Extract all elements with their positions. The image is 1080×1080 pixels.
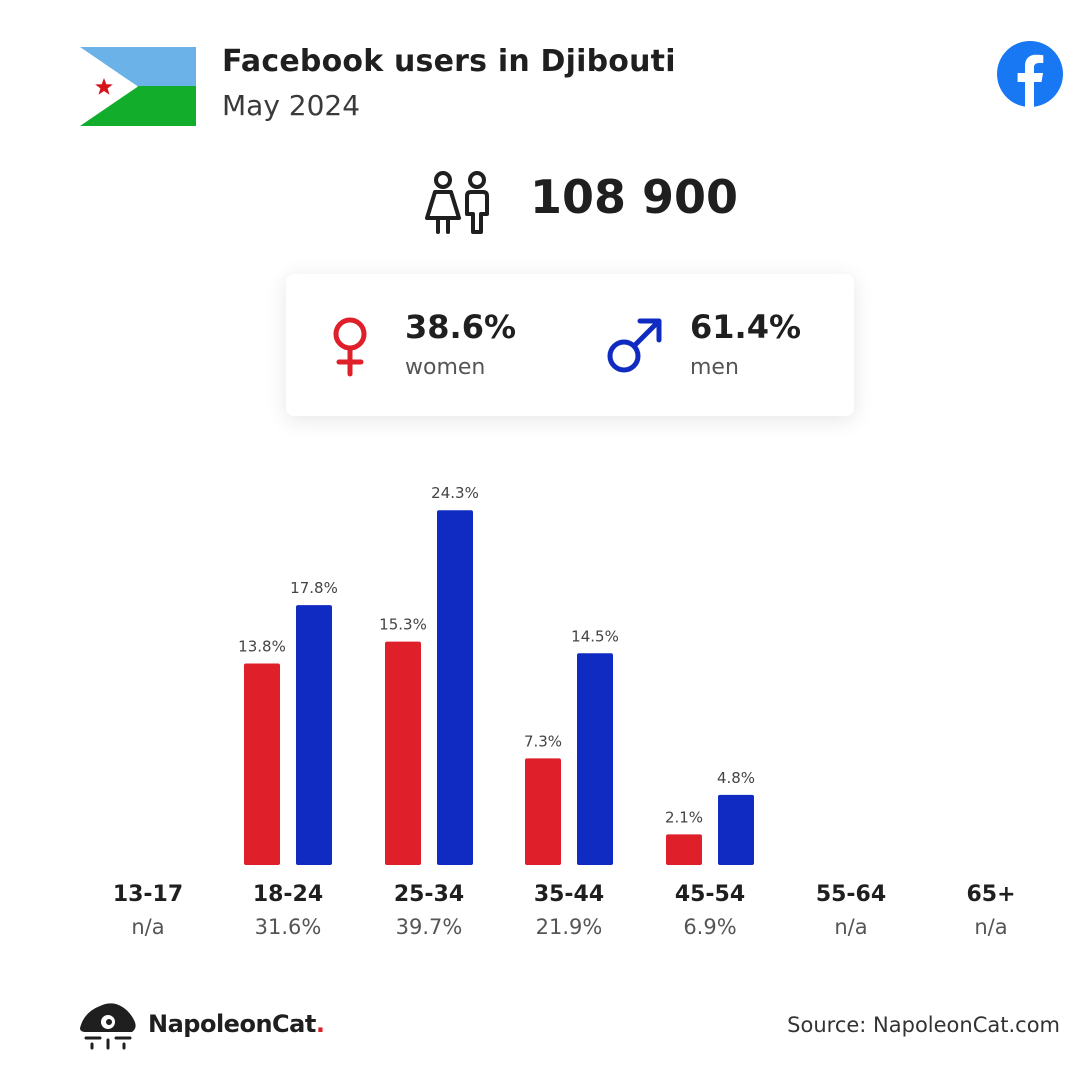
age-group-share: 31.6%	[254, 915, 322, 939]
users-icon	[425, 171, 489, 234]
gender-split-card: 38.6% women 61.4% men	[286, 274, 854, 416]
women-label: women	[405, 355, 486, 380]
age-group-6: 65+ n/a	[921, 882, 1061, 939]
men-percent: 61.4%	[690, 308, 802, 346]
age-group-label: 35-44	[533, 882, 605, 907]
total-users-value: 108 900	[530, 170, 739, 224]
source-credit: Source: NapoleonCat.com	[787, 1013, 1060, 1037]
brand-name: NapoleonCat	[148, 1010, 316, 1038]
bar-women-45-54	[666, 834, 702, 865]
age-gender-bar-chart: 13.8% 15.3% 7.3% 2.1% 17.8% 24.3% 14.5% 4.8%	[238, 484, 755, 865]
age-group-share: 6.9%	[683, 915, 737, 939]
female-symbol-icon	[333, 317, 367, 377]
age-group-0: 13-17 n/a	[78, 882, 218, 939]
djibouti-flag	[80, 47, 196, 126]
bar-label-men-45-54: 4.8%	[717, 769, 755, 787]
bar-label-women-35-44: 7.3%	[524, 732, 562, 750]
age-group-share: n/a	[974, 915, 1008, 939]
bar-label-women-45-54: 2.1%	[665, 808, 703, 826]
age-group-label: 65+	[966, 882, 1016, 907]
page-title: Facebook users in Djibouti	[222, 44, 676, 79]
age-group-4: 45-54 6.9%	[640, 882, 780, 939]
age-group-share: 39.7%	[395, 915, 463, 939]
age-group-2: 25-34 39.7%	[359, 882, 499, 939]
bar-women-35-44	[525, 758, 561, 865]
bar-men-25-34	[437, 510, 473, 865]
age-group-label: 25-34	[393, 882, 465, 907]
brand-dot: .	[315, 1010, 325, 1038]
facebook-icon	[997, 41, 1063, 107]
age-group-label: 55-64	[815, 882, 887, 907]
page-subtitle: May 2024	[222, 89, 361, 122]
bar-men-18-24	[296, 605, 332, 865]
age-group-share: n/a	[834, 915, 868, 939]
napoleoncat-brand: NapoleonCat.	[148, 1010, 325, 1038]
age-group-label: 13-17	[112, 882, 184, 907]
women-percent: 38.6%	[405, 308, 517, 346]
bar-label-men-25-34: 24.3%	[431, 484, 479, 502]
bar-label-men-18-24: 17.8%	[290, 579, 338, 597]
bar-women-18-24	[244, 663, 280, 865]
age-group-label: 45-54	[674, 882, 746, 907]
bar-label-women-25-34: 15.3%	[379, 616, 427, 634]
napoleoncat-logo-icon	[80, 1003, 136, 1050]
age-group-5: 55-64 n/a	[781, 882, 921, 939]
age-group-share: n/a	[131, 915, 165, 939]
men-label: men	[690, 355, 739, 380]
bar-men-35-44	[577, 653, 613, 865]
bar-label-women-18-24: 13.8%	[238, 638, 286, 656]
age-group-label: 18-24	[252, 882, 324, 907]
age-group-share: 21.9%	[535, 915, 603, 939]
bar-label-men-35-44: 14.5%	[571, 627, 619, 645]
bar-men-45-54	[718, 794, 754, 865]
age-group-1: 18-24 31.6%	[218, 882, 358, 939]
male-symbol-icon	[607, 318, 662, 373]
bar-women-25-34	[385, 641, 421, 865]
age-group-3: 35-44 21.9%	[499, 882, 639, 939]
